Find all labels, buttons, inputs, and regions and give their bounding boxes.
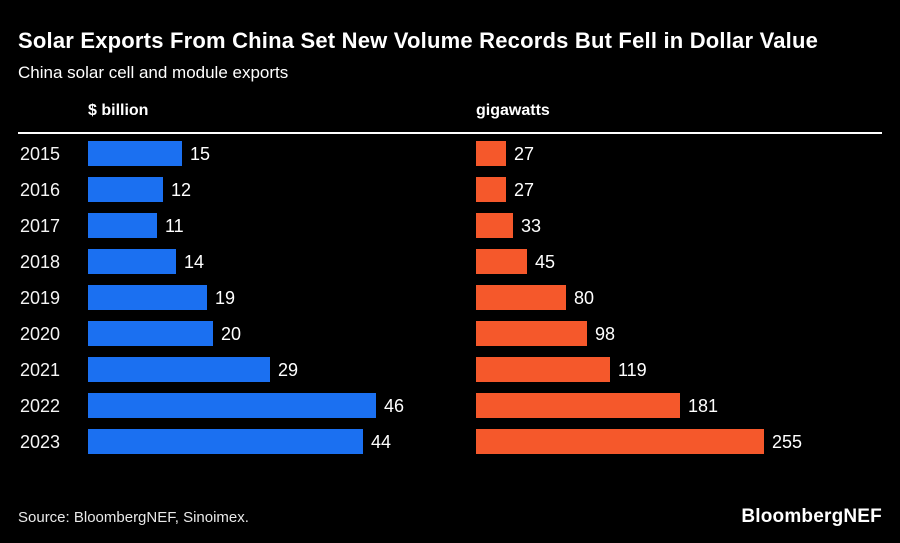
dollar-bar	[88, 285, 207, 310]
dollar-bar	[88, 249, 176, 274]
chart-rows: 2015 15 27 2016 12 27 2017 11 33 2018 14 45 2019 19 80…	[18, 136, 882, 460]
dollar-value-label: 29	[278, 360, 299, 380]
year-label: 2021	[20, 360, 61, 380]
top-rule	[18, 132, 882, 134]
dollar-value-label: 20	[221, 324, 242, 344]
right-series-header: gigawatts	[476, 102, 550, 119]
year-label: 2019	[20, 288, 61, 308]
gigawatt-value-label: 27	[514, 180, 535, 200]
gigawatt-bar	[476, 393, 680, 418]
year-label: 2015	[20, 144, 61, 164]
gigawatt-value-label: 45	[535, 252, 556, 272]
chart-row: 2019 19 80	[18, 280, 882, 316]
chart-row: 2020 20 98	[18, 316, 882, 352]
dollar-value-label: 11	[165, 216, 184, 236]
gigawatt-value-label: 80	[574, 288, 595, 308]
gigawatt-value-label: 119	[618, 360, 647, 380]
dollar-bar	[88, 141, 182, 166]
dollar-value-label: 46	[384, 396, 405, 416]
year-label: 2022	[20, 396, 61, 416]
gigawatt-bar	[476, 249, 527, 274]
gigawatt-value-label: 33	[521, 216, 542, 236]
dollar-value-label: 14	[184, 252, 205, 272]
dollar-bar	[88, 429, 363, 454]
dollar-value-label: 15	[190, 144, 211, 164]
year-label: 2023	[20, 432, 61, 452]
year-label: 2016	[20, 180, 61, 200]
gigawatt-bar	[476, 357, 610, 382]
year-label: 2020	[20, 324, 61, 344]
year-label: 2017	[20, 216, 61, 236]
source-note: Source: BloombergNEF, Sinoimex.	[18, 509, 249, 526]
footer: Source: BloombergNEF, Sinoimex. Bloomber…	[18, 506, 882, 528]
chart-row: 2023 44 255	[18, 424, 882, 460]
left-series-header: $ billion	[88, 102, 149, 119]
chart-subtitle: China solar cell and module exports	[18, 63, 289, 82]
gigawatt-value-label: 98	[595, 324, 616, 344]
dollar-bar	[88, 393, 376, 418]
chart-row: 2017 11 33	[18, 208, 882, 244]
dollar-bar	[88, 177, 163, 202]
chart-row: 2015 15 27	[18, 136, 882, 172]
gigawatt-value-label: 27	[514, 144, 535, 164]
chart-row: 2018 14 45	[18, 244, 882, 280]
chart-row: 2016 12 27	[18, 172, 882, 208]
gigawatt-bar	[476, 285, 566, 310]
year-label: 2018	[20, 252, 61, 272]
chart-row: 2022 46 181	[18, 388, 882, 424]
gigawatt-bar	[476, 429, 764, 454]
gigawatt-value-label: 255	[772, 432, 803, 452]
chart-row: 2021 29 119	[18, 352, 882, 388]
bloombergnef-logo: BloombergNEF	[741, 506, 882, 527]
dollar-bar	[88, 213, 157, 238]
gigawatt-bar	[476, 177, 506, 202]
gigawatt-bar	[476, 213, 513, 238]
gigawatt-bar	[476, 321, 587, 346]
gigawatt-value-label: 181	[688, 396, 719, 416]
column-headers: $ billion gigawatts	[18, 101, 882, 121]
chart-title: Solar Exports From China Set New Volume …	[18, 28, 819, 53]
dollar-value-label: 19	[215, 288, 236, 308]
gigawatt-bar	[476, 141, 506, 166]
dollar-bar	[88, 357, 270, 382]
dollar-value-label: 44	[371, 432, 392, 452]
dollar-value-label: 12	[171, 180, 192, 200]
dollar-bar	[88, 321, 213, 346]
